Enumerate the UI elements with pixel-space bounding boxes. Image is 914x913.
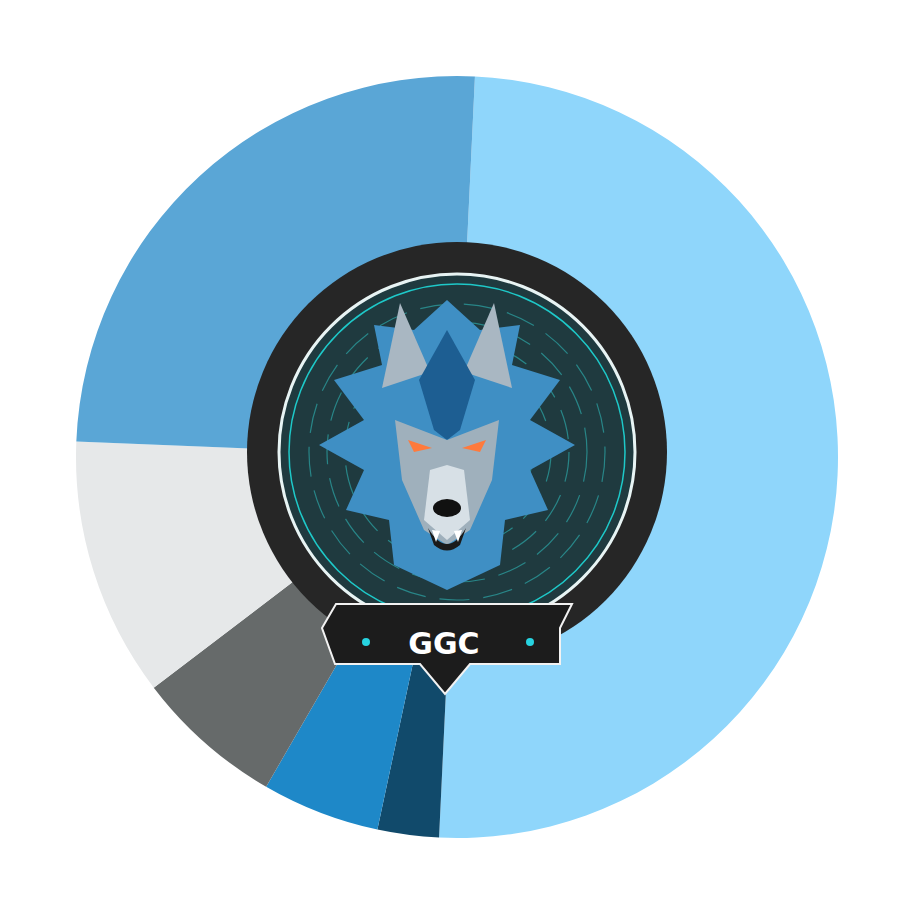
- logo-banner: [322, 604, 572, 694]
- wolf-face: [395, 420, 499, 545]
- logo-text: GGC: [408, 626, 479, 661]
- wolf-eye: [408, 440, 432, 452]
- logo-ring-inner: [289, 284, 625, 620]
- center-logo: [247, 242, 667, 694]
- wolf-snout: [424, 465, 470, 540]
- banner-dot: [526, 638, 534, 646]
- wolf-mane: [319, 300, 575, 590]
- chart-root: GGC: [0, 0, 914, 913]
- wolf-mouth: [428, 528, 466, 551]
- chart-svg: GGC: [0, 0, 914, 913]
- wolf-head: [319, 300, 575, 590]
- wolf-fang: [454, 530, 462, 542]
- logo-disc: [247, 242, 667, 662]
- wolf-fang: [432, 530, 440, 542]
- wolf-nose: [433, 499, 461, 517]
- logo-ring: [279, 274, 635, 630]
- wolf-crest: [419, 330, 475, 440]
- wolf-eye: [462, 440, 486, 452]
- banner-dot: [362, 638, 370, 646]
- slices: [76, 76, 838, 838]
